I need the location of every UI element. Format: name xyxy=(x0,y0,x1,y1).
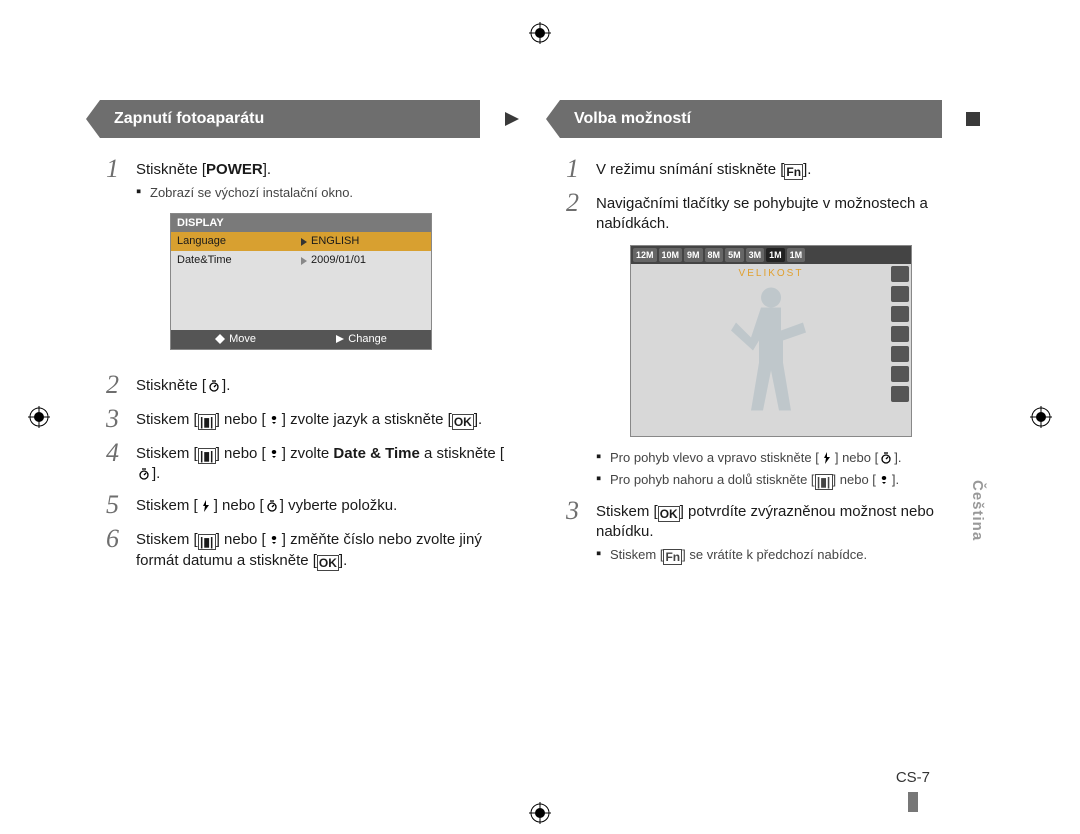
fn-icon: Fn xyxy=(784,164,803,180)
timer-icon xyxy=(206,379,222,393)
crop-mark-top xyxy=(529,22,551,44)
step-5: 5 Stiskem [] nebo [] vyberte položku. xyxy=(106,492,520,518)
size-chips: 12M 10M 9M 8M 5M 3M 1M 1M xyxy=(631,246,911,264)
play-icon xyxy=(504,111,520,127)
right-banner: Volba možností xyxy=(560,100,980,138)
step-6: 6 Stiskem [|▮|] nebo [] změňte číslo neb… xyxy=(106,526,520,571)
fn-icon: Fn xyxy=(663,549,682,565)
crop-mark-left xyxy=(28,406,50,428)
camera-display-setup: DISPLAY Language ENGLISH Date&Time 2009/… xyxy=(170,213,432,350)
right-sidebar-icons xyxy=(891,266,909,402)
crop-mark-right xyxy=(1030,406,1052,428)
macro-icon xyxy=(266,447,282,461)
lcd-footer: Move Change xyxy=(171,330,431,349)
step-3: 3 Stiskem [|▮|] nebo [] zvolte jazyk a s… xyxy=(106,406,520,432)
rstep-1: 1 V režimu snímání stiskněte [Fn]. xyxy=(566,156,980,182)
left-steps: 1 Stiskněte [POWER]. ▪Zobrazí se výchozí… xyxy=(106,156,520,571)
macro-icon xyxy=(266,413,282,427)
timer-icon xyxy=(878,451,894,465)
person-silhouette-icon xyxy=(731,282,811,412)
timer-icon xyxy=(264,499,280,513)
disp-icon: |▮| xyxy=(815,474,833,490)
macro-icon xyxy=(876,473,892,487)
left-column: Zapnutí fotoaparátu 1 Stiskněte [POWER].… xyxy=(100,100,520,774)
rstep-3: 3 Stiskem [OK] potvrdíte zvýrazněnou mož… xyxy=(566,498,980,566)
lcd-row-datetime: Date&Time 2009/01/01 xyxy=(171,251,431,270)
left-banner-title: Zapnutí fotoaparátu xyxy=(100,100,480,138)
disp-icon: |▮| xyxy=(198,414,216,430)
stop-icon xyxy=(966,112,980,126)
ok-icon: OK xyxy=(452,414,474,430)
ok-icon: OK xyxy=(317,555,339,571)
camera-display-size: 12M 10M 9M 8M 5M 3M 1M 1M VELIKOST xyxy=(630,245,912,437)
timer-icon xyxy=(136,467,152,481)
flash-icon xyxy=(819,451,835,465)
macro-icon xyxy=(266,533,282,547)
ok-icon: OK xyxy=(658,506,680,522)
disp-icon: |▮| xyxy=(198,448,216,464)
left-banner: Zapnutí fotoaparátu xyxy=(100,100,520,138)
crop-mark-bottom xyxy=(529,802,551,824)
size-label: VELIKOST xyxy=(631,264,911,284)
right-steps: 1 V režimu snímání stiskněte [Fn]. 2 Nav… xyxy=(566,156,980,565)
step-4: 4 Stiskem [|▮|] nebo [] zvolte Date & Ti… xyxy=(106,440,520,485)
flash-icon xyxy=(198,499,214,513)
disp-icon: |▮| xyxy=(198,534,216,550)
right-column: Volba možností 1 V režimu snímání stiskn… xyxy=(560,100,980,774)
step-1: 1 Stiskněte [POWER]. ▪Zobrazí se výchozí… xyxy=(106,156,520,364)
rstep-2: 2 Navigačními tlačítky se pohybujte v mo… xyxy=(566,190,980,490)
right-banner-title: Volba možností xyxy=(560,100,942,138)
lcd-row-language: Language ENGLISH xyxy=(171,232,431,251)
step-2: 2 Stiskněte []. xyxy=(106,372,520,398)
